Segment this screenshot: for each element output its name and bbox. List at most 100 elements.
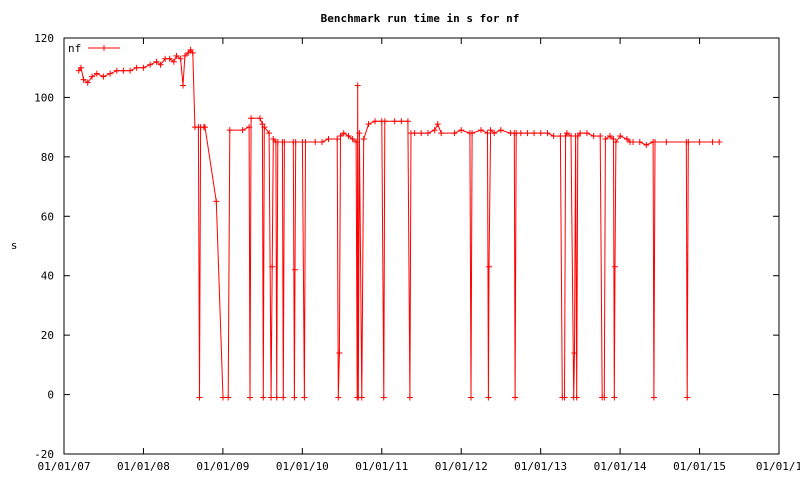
data-point [345,133,352,140]
data-point [486,263,493,270]
axis-ticks: -20 0 20 40 60 80 100 120 01/01/07 01/01/08 01/01/… [34,32,800,473]
data-point [140,64,147,71]
plot-area [63,37,780,455]
data-point [512,394,519,401]
data-point [573,394,580,401]
data-point [424,130,431,137]
data-point [318,139,325,145]
y-axis-label: s [11,239,18,252]
data-point [381,118,388,125]
data-point [84,79,91,86]
data-point [611,394,618,401]
series-nf [75,46,723,401]
data-point [611,263,618,270]
data-point [434,121,441,128]
data-point [524,130,531,137]
data-point [709,139,716,145]
y-tick-label: -20 [34,448,54,461]
data-point [337,133,344,140]
x-tick-label: 01/01/07 [38,460,91,473]
data-point [491,130,498,137]
data-point [517,130,524,137]
data-point [291,394,298,401]
data-point [127,67,134,74]
data-point [170,58,177,65]
data-point [196,394,203,401]
data-point [107,70,114,77]
data-point [261,124,268,131]
data-point [477,127,484,134]
data-point [606,133,613,140]
data-point [147,61,154,68]
x-tick-label: 01/01/15 [673,460,726,473]
data-point [246,124,253,131]
data-point [77,64,84,71]
data-point [153,58,160,65]
data-point [334,136,341,143]
y-tick-label: 120 [34,32,54,45]
data-point [100,73,107,80]
data-point [269,263,276,270]
data-point [612,139,619,145]
data-point [411,130,418,137]
data-point [260,394,267,401]
x-tick-label: 01/01/12 [435,460,488,473]
data-point [571,349,578,356]
data-point [544,130,551,137]
data-point [418,130,425,137]
y-tick-label: 80 [41,151,54,164]
data-point [561,394,568,401]
data-point [120,67,127,74]
data-point [354,82,361,89]
legend: nf [68,42,120,55]
x-tick-label: 01/01/09 [196,460,249,473]
data-point [365,121,372,128]
data-point [484,130,491,137]
x-tick-label: 01/01/14 [594,460,647,473]
data-point [246,394,253,401]
data-point [113,67,120,74]
data-point [213,198,220,205]
data-point [181,52,188,59]
data-point [268,394,275,401]
data-point [166,55,173,62]
data-point [716,139,723,145]
data-point [391,118,398,125]
data-point [696,139,703,145]
data-point [562,133,569,140]
data-point [487,127,494,134]
data-point [438,130,445,137]
data-point [630,139,637,145]
x-tick-label: 01/01/11 [355,460,408,473]
y-tick-label: 20 [41,329,54,342]
data-point [597,133,604,140]
data-point [312,139,319,145]
data-point [280,394,287,401]
data-point [404,118,411,125]
x-tick-label: 01/01/10 [276,460,329,473]
data-point [340,130,347,137]
data-point [356,130,363,137]
data-point [537,130,544,137]
data-point [485,394,492,401]
data-point [226,127,233,134]
data-point [458,127,465,134]
legend-marker [101,45,107,51]
data-point [273,394,280,401]
data-point [652,139,659,145]
data-point [685,139,692,145]
data-point [266,130,273,137]
data-point [623,136,630,143]
data-point [220,394,227,401]
data-point [80,76,87,83]
data-point [301,394,308,401]
data-point [179,82,186,89]
x-tick-label: 01/01/13 [514,460,567,473]
data-point [292,139,299,145]
data-point [617,133,624,140]
data-point [663,139,670,145]
data-point [684,394,691,401]
data-point [349,136,356,143]
x-tick-label: 01/01/1 [756,460,800,473]
data-point [292,266,299,273]
